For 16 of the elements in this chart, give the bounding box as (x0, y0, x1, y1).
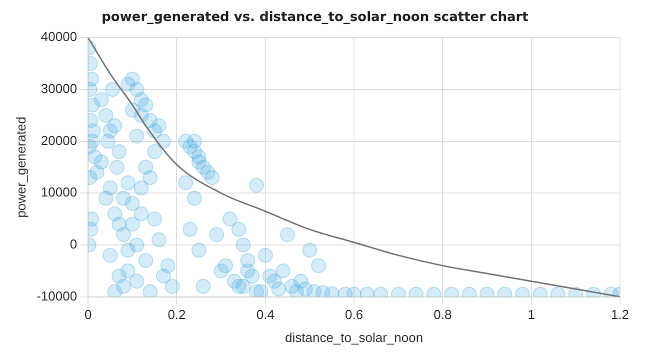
x-tick-label: 1.2 (610, 307, 630, 322)
y-tick-label: 30000 (40, 81, 78, 96)
x-tick-label: 0.8 (434, 307, 452, 322)
y-tick-label: 40000 (40, 29, 78, 44)
y-axis-title: power_generated (13, 116, 28, 218)
y-tick-label: 20000 (40, 132, 78, 148)
x-tick-label: 0.6 (345, 307, 364, 322)
y-tick-label: -10000 (36, 288, 78, 304)
x-tick-label: 0 (84, 307, 92, 322)
x-tick-label: 0.4 (256, 307, 274, 322)
x-tick-label: 0.2 (168, 307, 186, 322)
x-tick-label: 1 (528, 307, 535, 322)
chart-title: power_generated vs. distance_to_solar_noon scatter chart (102, 10, 528, 26)
y-tick-label: 0 (70, 236, 78, 252)
y-tick-label: 10000 (40, 184, 78, 200)
x-axis-title: distance_to_solar_noon (285, 330, 424, 345)
